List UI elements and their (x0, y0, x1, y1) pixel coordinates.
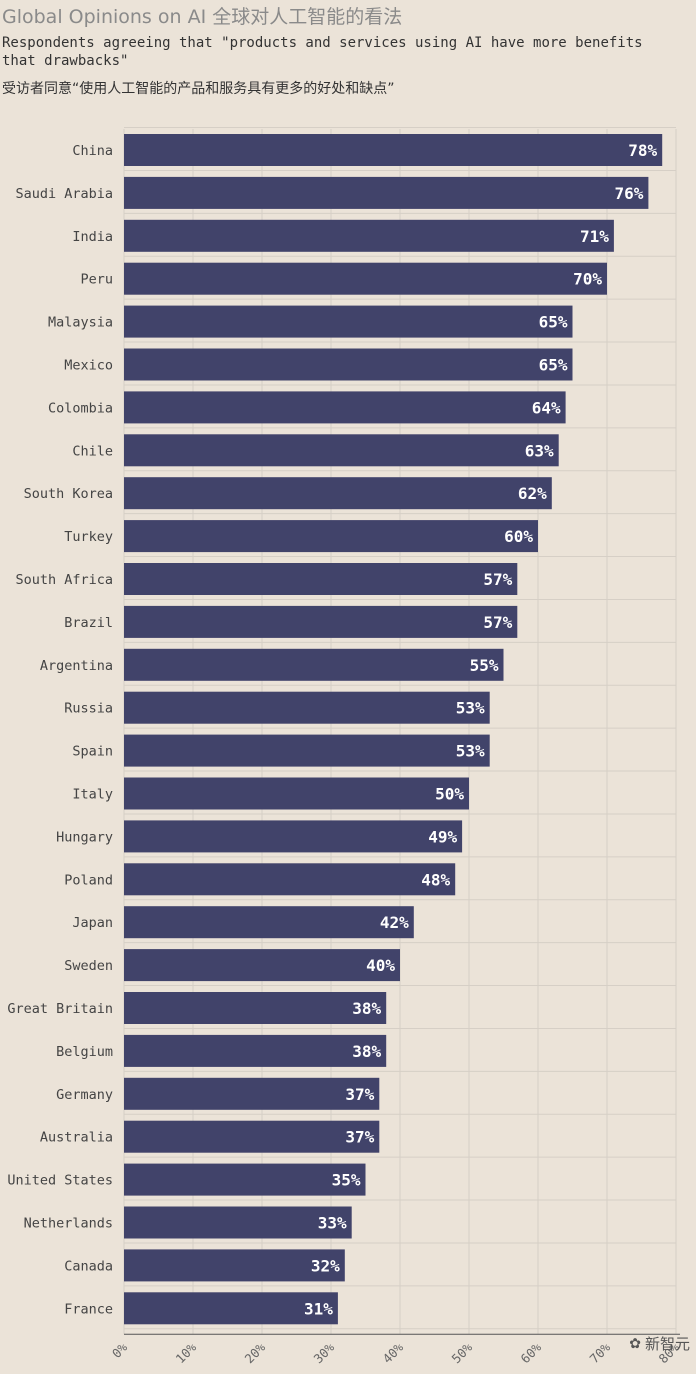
category-label: Japan (72, 915, 113, 931)
bar (124, 134, 663, 166)
value-label: 65% (539, 313, 568, 332)
x-tick-label: 10% (173, 1339, 200, 1366)
watermark: ✿ 新智元 (629, 1333, 690, 1354)
value-label: 71% (580, 227, 609, 246)
category-label: Mexico (64, 358, 113, 374)
x-tick-label: 30% (311, 1339, 338, 1366)
value-label: 35% (332, 1171, 361, 1190)
bar (124, 1292, 338, 1325)
category-label: Malaysia (48, 315, 113, 331)
category-label: Sweden (64, 958, 113, 974)
chart-subtitle-english: Respondents agreeing that "products and … (2, 35, 652, 69)
bar (124, 434, 559, 467)
bar (124, 691, 490, 724)
value-label: 64% (532, 398, 561, 417)
bar (124, 605, 518, 638)
category-label: China (72, 143, 113, 159)
bar (124, 1034, 387, 1067)
bar (124, 262, 607, 295)
x-tick-label: 0% (109, 1339, 131, 1361)
category-label: Great Britain (7, 1001, 113, 1017)
value-label: 37% (345, 1128, 374, 1147)
bar (124, 949, 400, 982)
bar (124, 1077, 380, 1110)
bar (124, 563, 518, 595)
value-label: 40% (366, 956, 395, 975)
bar (124, 863, 456, 896)
value-label: 78% (628, 141, 657, 160)
bar (124, 1120, 380, 1153)
value-label: 38% (352, 1042, 381, 1061)
category-label: Spain (72, 744, 113, 760)
bar (124, 777, 469, 810)
value-label: 49% (428, 827, 457, 846)
bar (124, 348, 573, 381)
value-label: 48% (421, 870, 450, 889)
bar (124, 820, 463, 853)
chart-subtitle-chinese: 受访者同意“使用人工智能的产品和服务具有更多的好处和缺点” (2, 81, 395, 97)
value-label: 70% (573, 270, 602, 289)
value-label: 62% (518, 484, 547, 503)
value-label: 37% (345, 1085, 374, 1104)
category-label: Australia (40, 1130, 113, 1146)
value-label: 42% (380, 913, 409, 932)
watermark-text: 新智元 (644, 1335, 690, 1353)
bar (124, 391, 566, 424)
bar (124, 906, 414, 939)
category-label: Turkey (64, 529, 113, 545)
category-label: Argentina (40, 658, 113, 674)
bar (124, 520, 538, 553)
category-label: Colombia (48, 400, 113, 416)
value-label: 53% (456, 699, 485, 718)
category-label: France (64, 1301, 113, 1317)
category-label: Germany (56, 1087, 113, 1103)
x-tick-label: 50% (449, 1339, 476, 1366)
value-label: 60% (504, 527, 533, 546)
value-label: 65% (539, 356, 568, 375)
category-label: Hungary (56, 829, 113, 845)
value-label: 63% (525, 441, 554, 460)
category-label: Canada (64, 1258, 113, 1274)
wechat-icon: ✿ (629, 1335, 641, 1352)
value-label: 57% (483, 570, 512, 589)
category-label: South Korea (24, 486, 113, 502)
bar (124, 477, 552, 510)
value-label: 53% (456, 742, 485, 761)
category-label: United States (7, 1173, 113, 1189)
x-tick-label: 20% (242, 1339, 269, 1366)
value-label: 76% (614, 184, 643, 203)
bar (124, 305, 573, 338)
category-label: Poland (64, 872, 113, 888)
value-label: 57% (483, 613, 512, 632)
bar (124, 734, 490, 767)
x-tick-label: 70% (587, 1339, 614, 1366)
category-label: Chile (72, 443, 113, 459)
category-label: South Africa (15, 572, 113, 588)
category-label: Peru (80, 272, 113, 288)
bar (124, 176, 649, 209)
category-label: Russia (64, 701, 113, 717)
value-label: 31% (304, 1299, 333, 1318)
category-label: India (72, 229, 113, 245)
x-tick-label: 60% (518, 1339, 545, 1366)
bar (124, 1249, 345, 1282)
value-label: 33% (318, 1214, 347, 1233)
bar (124, 648, 504, 681)
category-label: Belgium (56, 1044, 113, 1060)
value-label: 50% (435, 785, 464, 804)
value-label: 32% (311, 1256, 340, 1275)
bar (124, 1163, 366, 1196)
bar (124, 992, 387, 1024)
value-label: 55% (470, 656, 499, 675)
bar (124, 1206, 352, 1239)
category-label: Saudi Arabia (15, 186, 113, 202)
category-label: Netherlands (24, 1216, 113, 1232)
x-tick-label: 40% (380, 1339, 407, 1366)
category-label: Italy (72, 787, 113, 803)
bar (124, 219, 614, 252)
category-label: Brazil (64, 615, 113, 631)
value-label: 38% (352, 999, 381, 1018)
chart-title: Global Opinions on AI 全球对人工智能的看法 (2, 6, 403, 28)
